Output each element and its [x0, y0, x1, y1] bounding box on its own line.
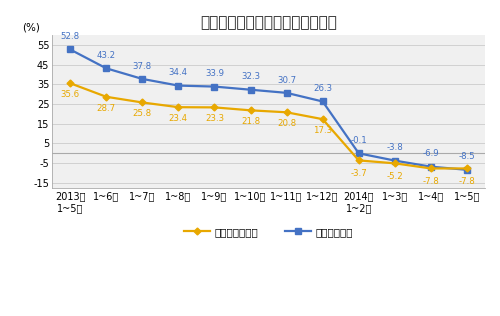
Text: 37.8: 37.8: [132, 62, 152, 70]
Text: 32.3: 32.3: [241, 72, 260, 82]
商品房销售额: [248, 88, 254, 92]
商品房销售面积: [284, 110, 290, 114]
商品房销售面积: [464, 167, 470, 170]
商品房销售额: [103, 66, 109, 70]
Text: 35.6: 35.6: [60, 90, 80, 99]
Text: 17.3: 17.3: [313, 126, 332, 135]
Text: 25.8: 25.8: [132, 109, 152, 118]
Text: 52.8: 52.8: [60, 32, 80, 41]
商品房销售额: [284, 91, 290, 95]
Text: 21.8: 21.8: [241, 117, 260, 126]
Text: 33.9: 33.9: [205, 69, 224, 78]
商品房销售面积: [212, 106, 218, 109]
Text: 28.7: 28.7: [96, 104, 116, 113]
商品房销售面积: [176, 105, 182, 109]
商品房销售额: [464, 168, 470, 172]
Text: -7.8: -7.8: [458, 177, 475, 186]
Text: 30.7: 30.7: [277, 76, 296, 84]
商品房销售额: [140, 77, 145, 81]
Text: 23.3: 23.3: [205, 114, 224, 123]
商品房销售额: [176, 84, 182, 88]
Text: 34.4: 34.4: [169, 68, 188, 77]
Legend: 商品房销售面积, 商品房销售额: 商品房销售面积, 商品房销售额: [180, 223, 358, 241]
Text: -0.1: -0.1: [350, 136, 367, 145]
商品房销售面积: [428, 167, 434, 170]
Text: -5.2: -5.2: [386, 172, 403, 181]
商品房销售面积: [320, 117, 326, 121]
Text: 20.8: 20.8: [277, 119, 296, 128]
Text: 26.3: 26.3: [313, 84, 332, 93]
商品房销售额: [212, 85, 218, 88]
Text: -8.5: -8.5: [458, 153, 475, 161]
商品房销售面积: [356, 159, 362, 162]
商品房销售面积: [248, 108, 254, 112]
Title: 全国商品房销售面积及销售额增速: 全国商品房销售面积及销售额增速: [200, 15, 337, 30]
Text: -6.9: -6.9: [422, 149, 439, 158]
Line: 商品房销售面积: 商品房销售面积: [68, 81, 469, 171]
商品房销售额: [67, 48, 73, 52]
商品房销售额: [428, 165, 434, 168]
Text: -3.8: -3.8: [386, 143, 403, 152]
商品房销售额: [356, 151, 362, 155]
商品房销售面积: [103, 95, 109, 99]
商品房销售面积: [67, 81, 73, 85]
Text: 43.2: 43.2: [96, 51, 116, 60]
商品房销售额: [392, 159, 398, 162]
Text: -7.8: -7.8: [422, 177, 440, 186]
商品房销售额: [320, 100, 326, 103]
Text: -3.7: -3.7: [350, 169, 367, 178]
Text: (%): (%): [22, 22, 40, 32]
Text: 23.4: 23.4: [169, 114, 188, 123]
商品房销售面积: [392, 161, 398, 165]
商品房销售面积: [140, 100, 145, 104]
Line: 商品房销售额: 商品房销售额: [68, 47, 469, 173]
